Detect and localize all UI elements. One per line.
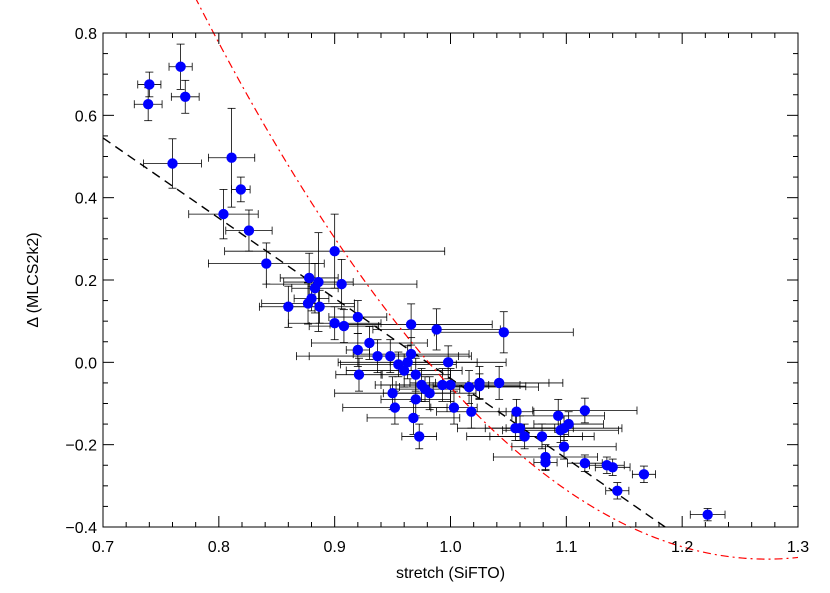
data-point	[558, 441, 570, 452]
data-point	[519, 431, 530, 442]
data-point	[283, 301, 294, 312]
data-point	[405, 319, 417, 330]
data-point	[167, 158, 178, 169]
data-point	[336, 278, 347, 290]
data-points	[142, 61, 713, 520]
data-point	[442, 357, 454, 368]
data-point	[410, 369, 421, 380]
data-point	[466, 406, 477, 417]
data-point	[372, 350, 383, 362]
data-point	[612, 485, 623, 496]
data-point	[303, 272, 315, 284]
data-point	[352, 311, 364, 323]
data-point	[387, 388, 398, 399]
data-point	[563, 418, 574, 430]
data-point	[607, 462, 618, 473]
data-point	[175, 61, 186, 72]
data-point	[536, 431, 548, 442]
data-point	[514, 423, 526, 434]
data-point	[402, 357, 413, 368]
data-point	[579, 457, 591, 469]
data-point	[410, 394, 421, 405]
data-point	[329, 245, 340, 257]
data-point	[314, 301, 325, 312]
linear-fit-line	[102, 137, 666, 528]
y-tick-label: 0.6	[75, 108, 97, 125]
data-point	[474, 381, 485, 392]
data-point	[405, 348, 417, 360]
data-point	[445, 379, 456, 391]
x-tick-label: 1.2	[671, 539, 693, 556]
data-point	[313, 276, 324, 288]
data-point	[398, 365, 410, 376]
plot-frame	[102, 32, 799, 528]
data-point	[448, 402, 460, 413]
data-point	[540, 457, 551, 468]
data-point	[364, 337, 375, 349]
data-point	[414, 431, 425, 442]
y-tick-label: −0.2	[65, 438, 97, 455]
x-tick-label: 1.1	[555, 539, 577, 556]
plot-axes	[102, 32, 799, 528]
data-point	[226, 152, 237, 163]
y-tick-label: 0.2	[75, 273, 97, 290]
x-tick-label: 0.9	[324, 539, 346, 556]
data-point	[511, 406, 522, 417]
error-bars	[133, 43, 726, 522]
data-point	[142, 99, 154, 110]
x-tick-label: 0.8	[208, 539, 230, 556]
x-tick-labels: 0.7 0.8 0.9 1.0 1.1 1.2 1.3	[92, 539, 809, 556]
x-tick-label: 0.7	[92, 539, 114, 556]
data-point	[579, 405, 591, 416]
data-point	[638, 469, 650, 480]
data-point	[463, 381, 475, 393]
data-point	[306, 293, 317, 304]
y-tick-labels: −0.4 −0.2 0.0 0.2 0.4 0.6 0.8	[65, 26, 97, 537]
data-point	[424, 388, 435, 399]
data-point	[144, 79, 155, 90]
y-tick-label: 0.4	[75, 191, 97, 208]
data-point	[553, 410, 564, 422]
x-axis-label: stretch (SiFTO)	[396, 565, 505, 582]
y-tick-label: 0.8	[75, 26, 97, 43]
y-tick-label: 0.0	[75, 355, 97, 372]
data-point	[180, 91, 191, 103]
data-point	[431, 324, 442, 335]
data-point	[329, 318, 340, 329]
quadratic-fit-line	[195, 0, 799, 560]
y-axis-label: Δ (MLCS2k2)	[25, 232, 42, 327]
data-point	[218, 208, 229, 220]
data-point	[243, 225, 255, 236]
data-point	[352, 344, 364, 356]
data-point	[385, 350, 396, 362]
y-tick-label: −0.4	[65, 520, 97, 537]
fit-lines	[102, 0, 799, 560]
data-point	[702, 509, 713, 520]
data-point	[235, 184, 247, 195]
data-point	[498, 327, 509, 338]
data-point	[261, 258, 272, 269]
data-point	[389, 402, 401, 413]
data-point	[493, 377, 505, 389]
data-point	[437, 379, 448, 391]
x-tick-label: 1.0	[439, 539, 461, 556]
data-point	[408, 412, 419, 424]
data-point	[338, 320, 350, 332]
x-tick-label: 1.3	[787, 539, 809, 556]
data-point	[353, 369, 365, 380]
